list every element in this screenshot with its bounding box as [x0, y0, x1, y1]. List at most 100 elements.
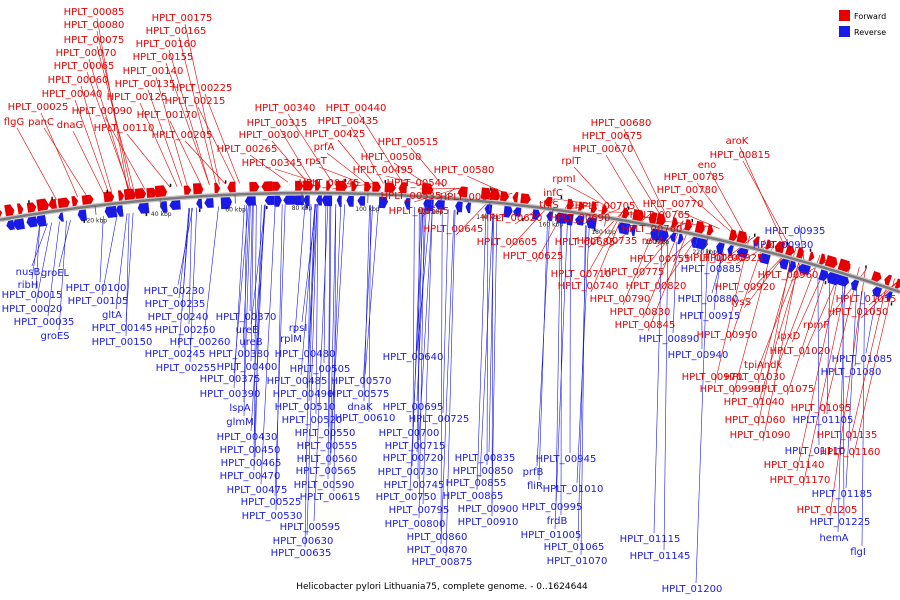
forward-gene-label: HPLT_00435 [318, 116, 379, 127]
reverse-gene-label: HPLT_00020 [2, 304, 63, 315]
reverse-gene-arrow [503, 204, 513, 218]
forward-gene-arrow [590, 201, 597, 215]
reverse-leader-line [653, 238, 663, 534]
reverse-gene-arrow [6, 219, 15, 231]
feature-marker [824, 281, 827, 285]
forward-gene-arrow [192, 183, 204, 196]
reverse-leader-line [115, 213, 128, 310]
forward-gene-label: HPLT_00075 [64, 35, 125, 46]
feature-marker [306, 205, 308, 209]
forward-gene-arrow [398, 182, 408, 195]
reverse-leader-line [486, 212, 489, 466]
forward-gene-arrow [795, 247, 804, 260]
forward-gene-arrow [765, 239, 772, 250]
forward-gene-label: aroK [726, 136, 749, 147]
forward-gene-label: HPLT_01090 [730, 430, 791, 441]
reverse-gene-label: HPLT_00835 [455, 453, 516, 464]
reverse-gene-label: HPLT_00915 [680, 311, 741, 322]
forward-gene-arrow [785, 245, 795, 256]
forward-leader-line [96, 45, 135, 191]
tick-mark [657, 227, 661, 237]
reverse-gene-label: HPLT_00795 [389, 505, 450, 516]
forward-gene-label: HPLT_00920 [715, 282, 776, 293]
forward-leader-line [165, 62, 210, 185]
forward-gene-label: HPLT_00755 [630, 254, 691, 265]
reverse-leader-line [274, 204, 286, 497]
forward-gene-label: HPLT_01075 [754, 384, 815, 395]
reverse-gene-arrow [357, 195, 366, 206]
reverse-gene-label: HPLT_00400 [217, 362, 278, 373]
forward-gene-label: panC [28, 117, 54, 128]
forward-leader-line [555, 198, 599, 206]
forward-gene-label: HPLT_00645 [423, 224, 484, 235]
reverse-gene-label: HPLT_00715 [385, 441, 446, 452]
forward-leader-line [642, 220, 684, 319]
reverse-gene-arrow [818, 268, 829, 282]
forward-leader-line [823, 266, 860, 415]
reverse-leader-line [411, 207, 422, 467]
forward-gene-label: HPLT_00090 [72, 106, 133, 117]
reverse-gene-label: dnaK [347, 402, 373, 413]
forward-gene-arrow [364, 181, 372, 192]
feature-marker [224, 180, 227, 184]
reverse-leader-line [304, 203, 312, 548]
forward-gene-label: HPLT_00830 [610, 307, 671, 318]
forward-leader-line [126, 133, 171, 188]
forward-leader-line [732, 242, 775, 396]
reverse-gene-label: HPLT_00240 [148, 312, 209, 323]
feature-marker [627, 206, 630, 210]
reverse-gene-label: HPLT_00475 [227, 485, 288, 496]
leader-lines [16, 17, 900, 584]
forward-gene-label: HPLT_01140 [764, 460, 825, 471]
forward-gene-label: HPLT_00080 [64, 20, 125, 31]
forward-gene-arrow [735, 230, 748, 246]
forward-gene-label: HPLT_01020 [770, 346, 831, 357]
reverse-gene-label: HPLT_00640 [383, 352, 444, 363]
forward-gene-label: HPLT_00820 [626, 281, 687, 292]
reverse-leader-line [412, 206, 415, 428]
reverse-leader-line [555, 221, 561, 502]
tick-mark [159, 199, 162, 209]
reverse-leader-line [865, 295, 877, 354]
reverse-leader-line [333, 204, 337, 492]
reverse-leader-line [250, 204, 254, 362]
forward-gene-label: HPLT_00025 [8, 102, 69, 113]
reverse-gene-arrow [465, 201, 472, 214]
tick-mark [430, 197, 433, 207]
tick-label: 20 kbp [86, 218, 107, 225]
reverse-leader-line [409, 207, 424, 492]
reverse-leader-line [416, 207, 431, 352]
forward-gene-label: HPLT_00845 [615, 320, 676, 331]
reverse-leader-line [861, 291, 865, 547]
reverse-gene-label: HPLT_00635 [271, 548, 332, 559]
forward-gene-arrow [632, 209, 645, 223]
forward-gene-label: HPLT_00155 [133, 52, 194, 63]
forward-leader-line [86, 71, 131, 192]
forward-leader-line [742, 160, 791, 247]
forward-gene-arrow [489, 188, 500, 203]
forward-leader-line [326, 152, 366, 184]
forward-gene-label: HPLT_00315 [247, 118, 308, 129]
forward-leader-line [790, 258, 833, 282]
forward-gene-label: HPLT_01040 [724, 397, 785, 408]
reverse-gene-label: prfB [523, 467, 544, 478]
reverse-leader-line [58, 220, 67, 331]
reverse-gene-arrow [586, 215, 598, 230]
forward-gene-arrow [774, 241, 786, 256]
reverse-gene-label: HPLT_01010 [543, 484, 604, 495]
forward-leader-line [16, 127, 57, 200]
feature-marker [594, 228, 596, 232]
tick-label: 40 kbp [151, 211, 172, 218]
reverse-gene-arrow [851, 278, 860, 291]
tick-label: 140 kbp [476, 214, 501, 221]
forward-leader-line [318, 166, 361, 183]
reverse-gene-arrow [691, 235, 698, 249]
tick-label: 80 kbp [292, 205, 313, 212]
reverse-gene-label: HPLT_00145 [92, 323, 153, 334]
reverse-leader-line [254, 204, 262, 458]
reverse-gene-label: HPLT_01225 [810, 517, 871, 528]
reverse-leader-line [203, 206, 219, 337]
forward-leader-line [184, 23, 220, 185]
